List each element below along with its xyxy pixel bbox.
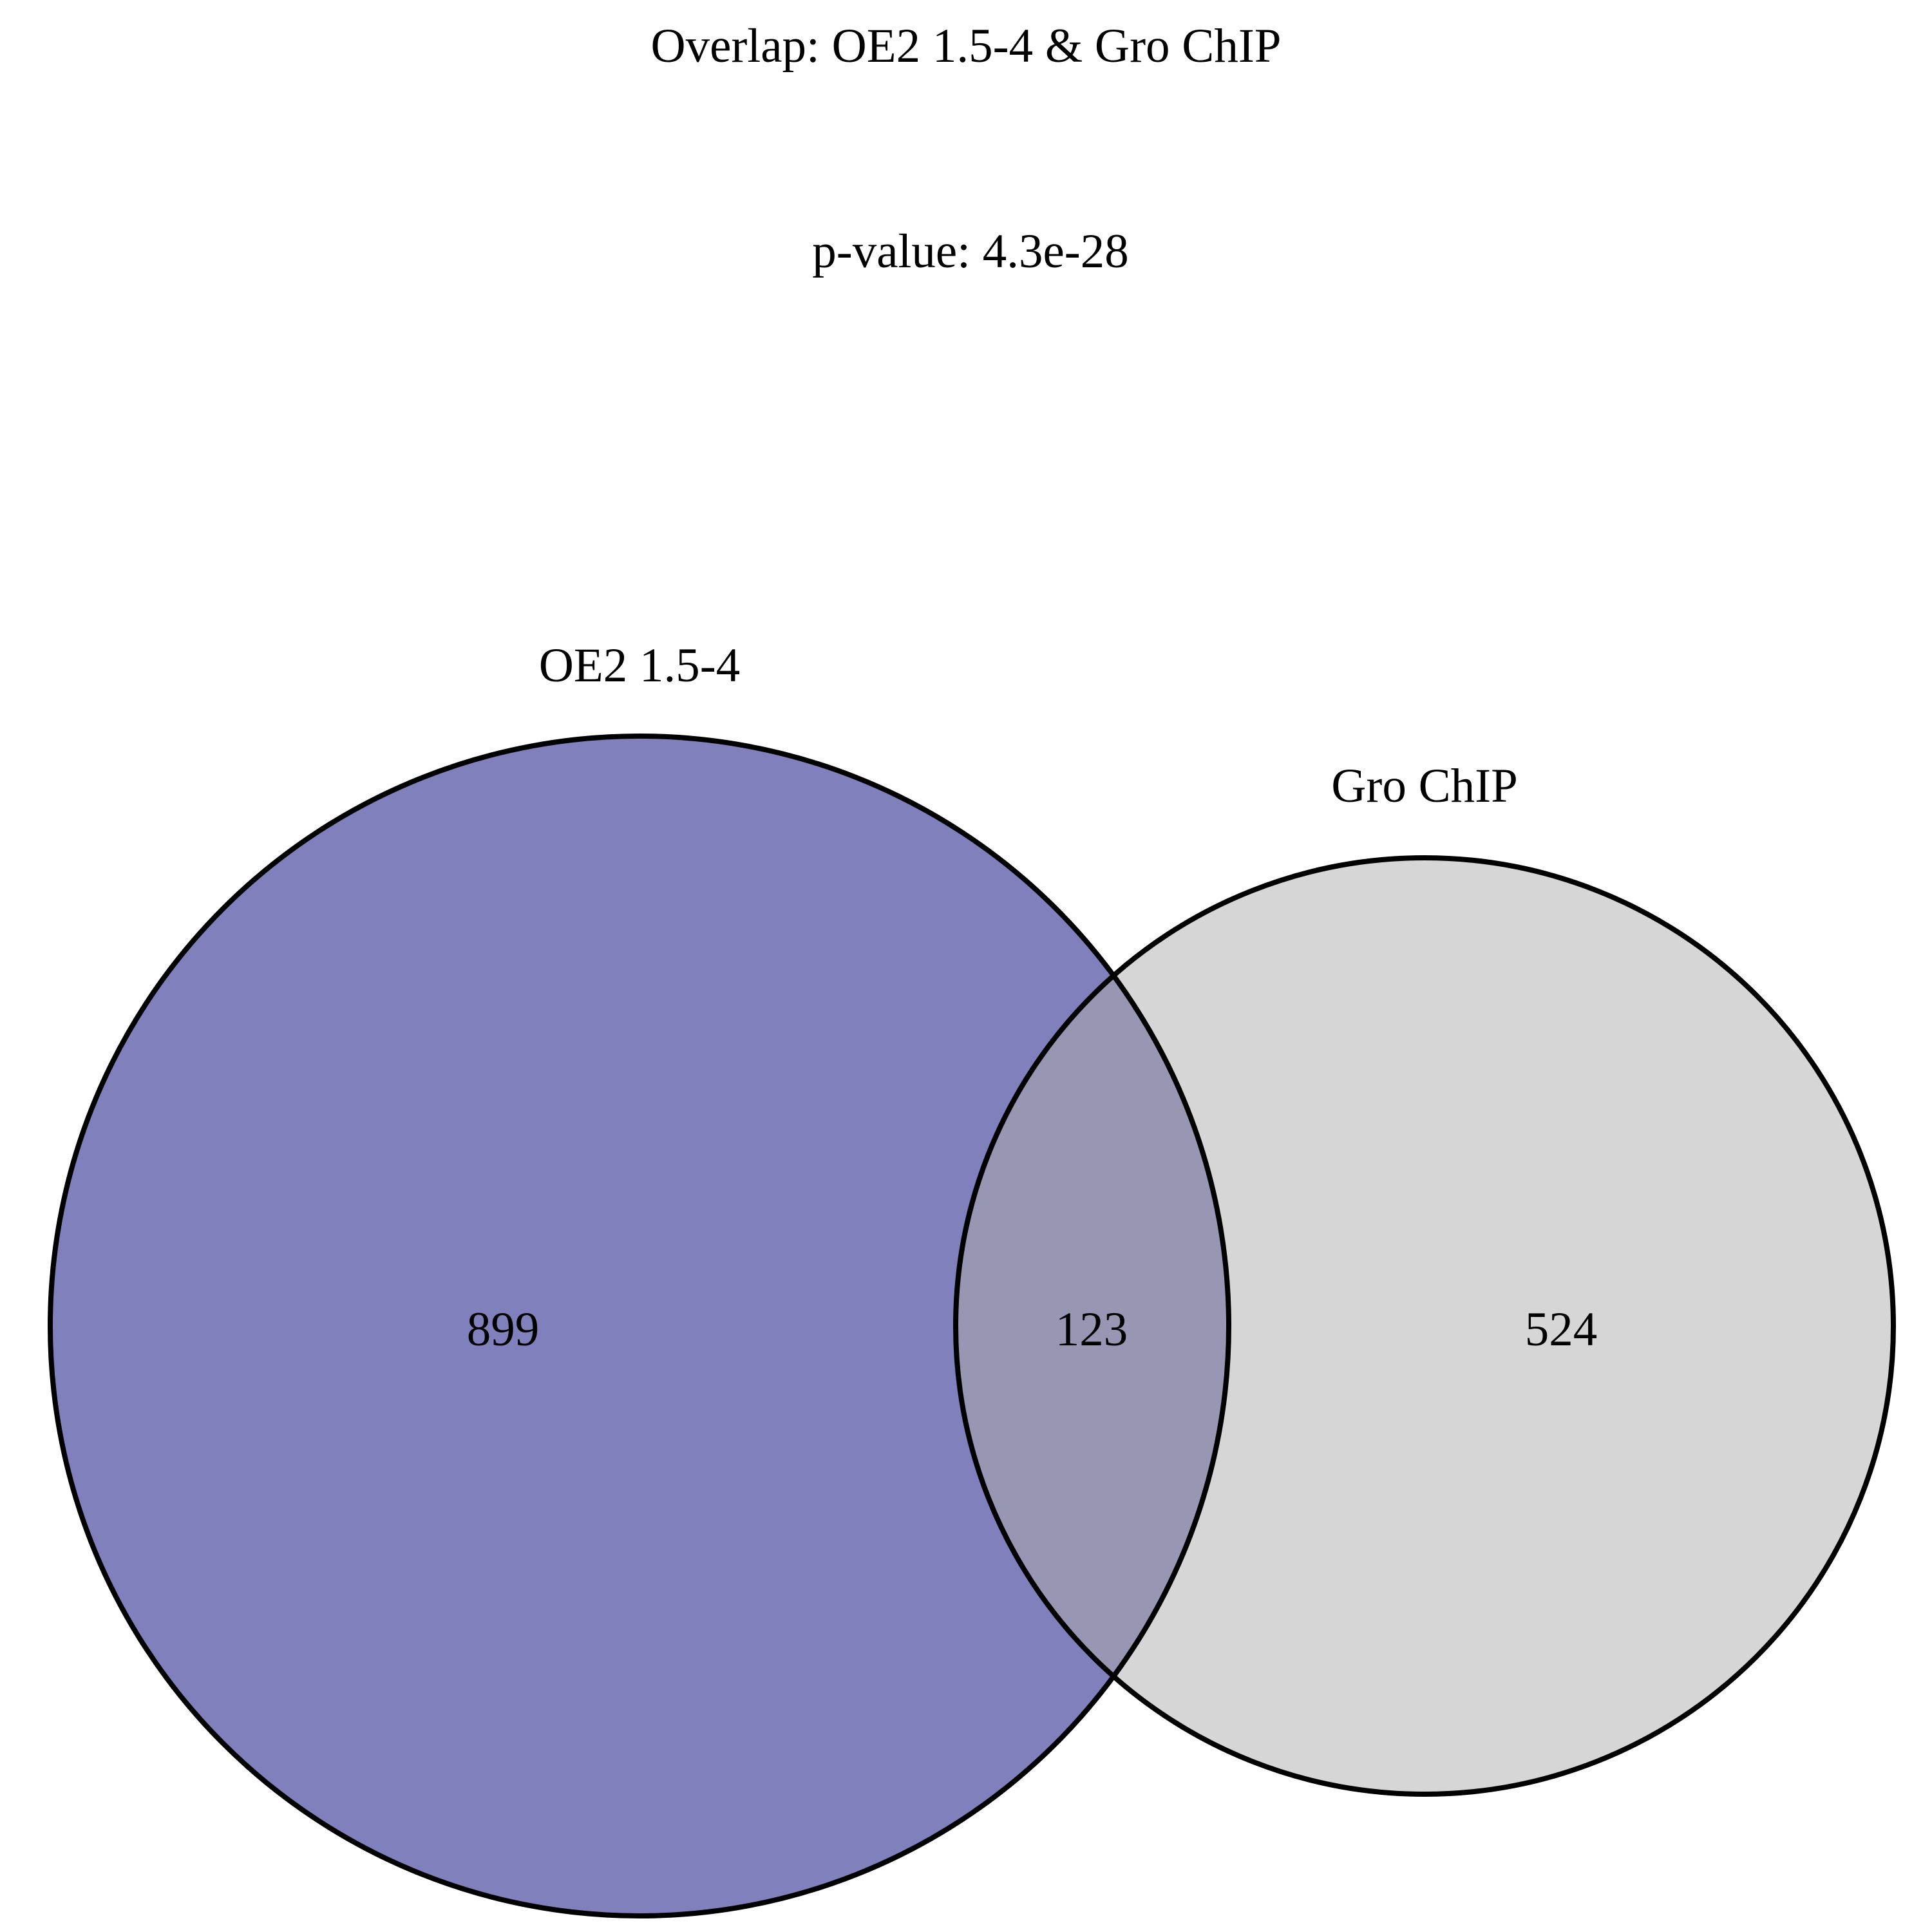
p-value-label: p-value: 4.3e-28 <box>812 225 1129 278</box>
set-a-only-count: 899 <box>467 1303 540 1356</box>
set-b-label: Gro ChIP <box>1331 759 1518 813</box>
set-a-circle <box>50 736 1229 1916</box>
intersection-count: 123 <box>1056 1303 1128 1356</box>
set-a-outline <box>48 734 1231 1918</box>
set-b-only-count: 524 <box>1525 1303 1598 1356</box>
set-b-circle <box>956 858 1893 1794</box>
set-b-outline <box>953 855 1896 1797</box>
diagram-title: Overlap: OE2 1.5-4 & Gro ChIP <box>650 19 1281 73</box>
set-a-label: OE2 1.5-4 <box>539 639 740 692</box>
